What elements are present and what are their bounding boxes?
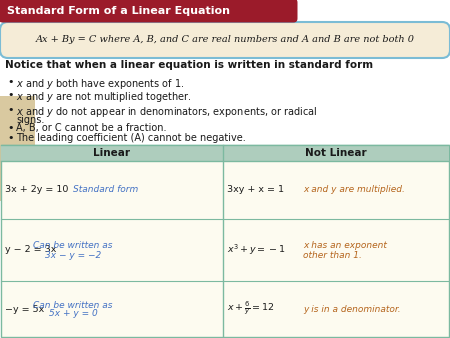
Text: x and y are multiplied.: x and y are multiplied. — [303, 186, 405, 194]
Text: •: • — [7, 133, 14, 143]
Text: $x$ and $y$ do not appear in denominators, exponents, or radical: $x$ and $y$ do not appear in denominator… — [16, 105, 317, 119]
Text: 3x − y = −2: 3x − y = −2 — [45, 250, 101, 260]
Text: A, B, or C cannot be a fraction.: A, B, or C cannot be a fraction. — [16, 123, 166, 133]
Text: $x$ and $y$ both have exponents of 1.: $x$ and $y$ both have exponents of 1. — [16, 77, 184, 91]
Text: The leading coefficient (A) cannot be negative.: The leading coefficient (A) cannot be ne… — [16, 133, 246, 143]
Text: 5x + y = 0: 5x + y = 0 — [49, 310, 97, 318]
Text: x has an exponent: x has an exponent — [303, 241, 387, 250]
Bar — [1, 145, 449, 337]
FancyBboxPatch shape — [0, 22, 450, 58]
Text: 3x + 2y = 10: 3x + 2y = 10 — [5, 186, 68, 194]
Text: $x + \frac{6}{y} = 12$: $x + \frac{6}{y} = 12$ — [227, 301, 274, 317]
Text: Linear: Linear — [94, 148, 130, 158]
Bar — [0, 96, 35, 201]
Text: 3xy + x = 1: 3xy + x = 1 — [227, 186, 284, 194]
Text: Standard Form of a Linear Equation: Standard Form of a Linear Equation — [7, 5, 230, 16]
Text: Not Linear: Not Linear — [305, 148, 367, 158]
Text: •: • — [7, 90, 14, 100]
Text: •: • — [7, 105, 14, 115]
Text: −y = 5x: −y = 5x — [5, 305, 44, 314]
Text: Standard form: Standard form — [73, 186, 138, 194]
Text: Ax + By = C where A, B, and C are real numbers and A and B are not both 0: Ax + By = C where A, B, and C are real n… — [36, 35, 414, 45]
Text: $x$ and $y$ are not multiplied together.: $x$ and $y$ are not multiplied together. — [16, 90, 191, 104]
Text: •: • — [7, 77, 14, 87]
Text: y is in a denominator.: y is in a denominator. — [303, 305, 400, 314]
Text: y − 2 = 3x: y − 2 = 3x — [5, 245, 56, 255]
FancyBboxPatch shape — [0, 0, 297, 23]
Text: Can be written as: Can be written as — [33, 241, 113, 250]
Text: Notice that when a linear equation is written in standard form: Notice that when a linear equation is wr… — [5, 60, 373, 70]
Text: signs.: signs. — [16, 115, 45, 125]
Bar — [1, 145, 449, 161]
Text: other than 1.: other than 1. — [303, 250, 362, 260]
Text: $x^3 + y = -1$: $x^3 + y = -1$ — [227, 243, 286, 257]
Text: •: • — [7, 123, 14, 133]
Text: Can be written as: Can be written as — [33, 300, 113, 310]
